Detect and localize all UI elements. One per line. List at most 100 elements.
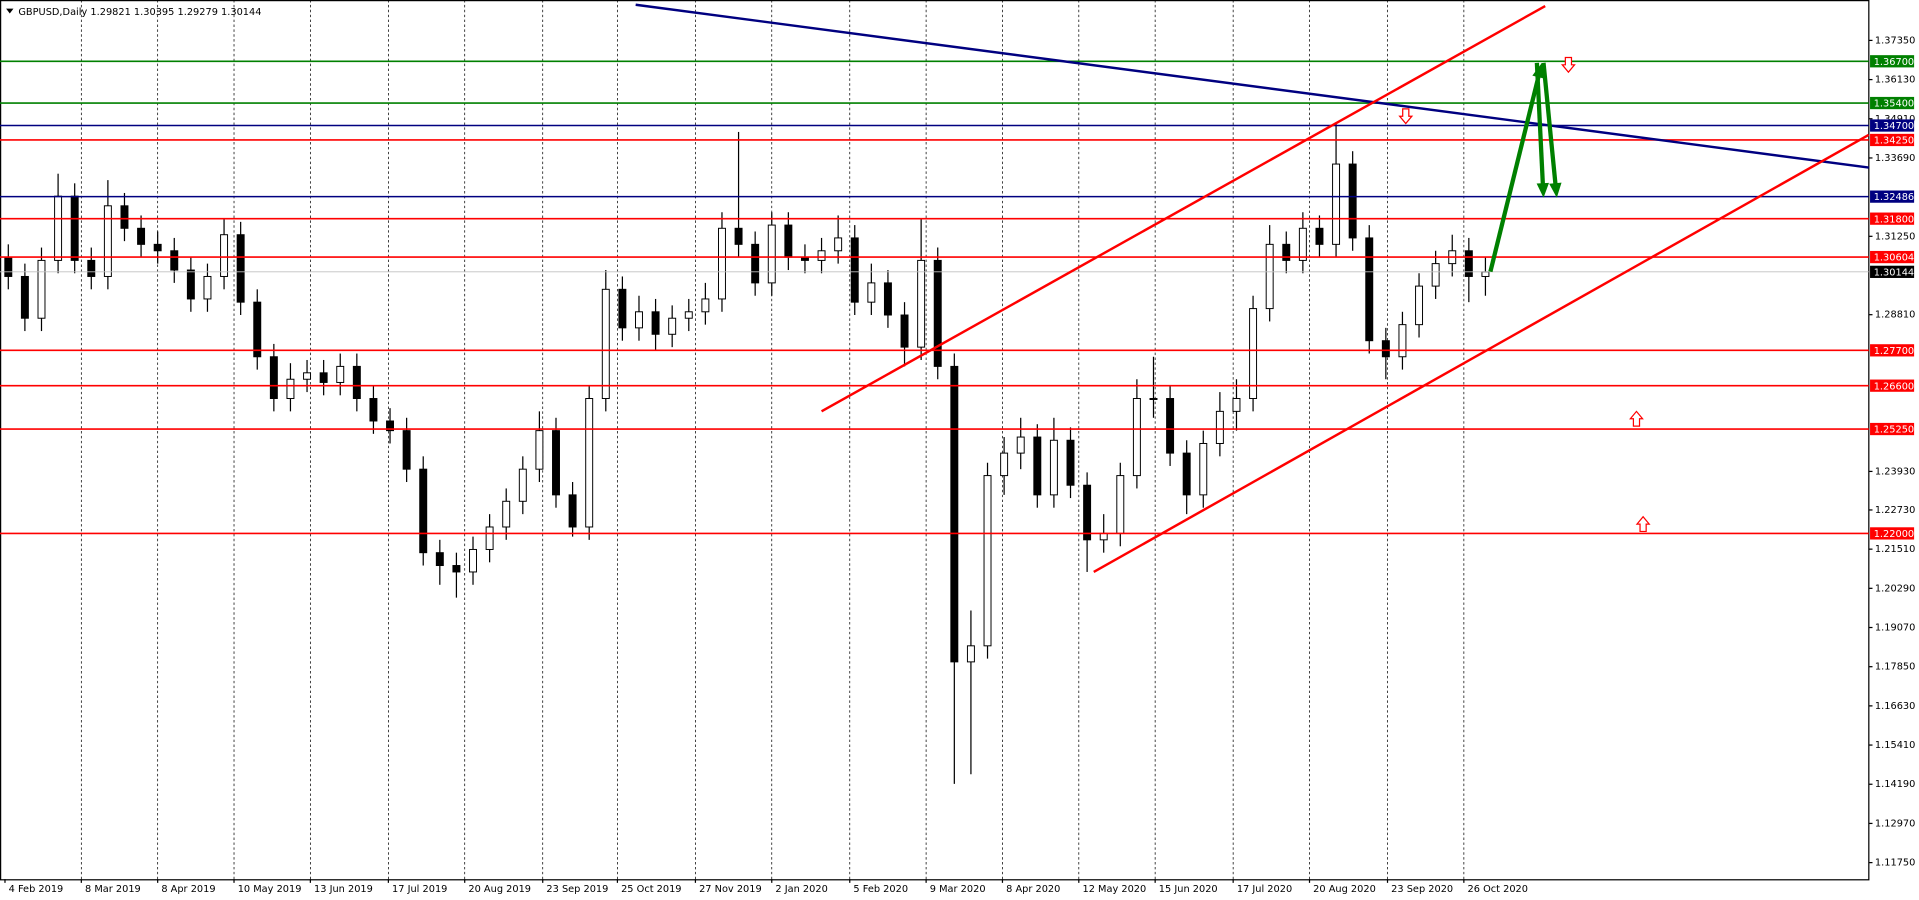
level-label-box <box>1870 96 1915 110</box>
candle-body <box>186 269 195 300</box>
level-label: 1.36700 <box>1874 57 1914 68</box>
candle-body <box>1000 452 1009 477</box>
candle-body <box>269 356 278 400</box>
candle-body <box>303 372 312 380</box>
arrow-shaft <box>1534 62 1546 191</box>
y-tick-label: 1.16630 <box>1875 701 1915 712</box>
x-tick-label: 26 Oct 2020 <box>1468 884 1528 895</box>
candle-body <box>701 298 710 313</box>
candle-body <box>1199 442 1208 496</box>
candle-body <box>1398 324 1407 358</box>
y-tick-label: 1.34910 <box>1875 114 1915 125</box>
level-label: 1.32486 <box>1874 192 1914 203</box>
y-tick-label: 1.11750 <box>1875 858 1915 869</box>
y-tick-label: 1.17850 <box>1875 662 1915 673</box>
candle-body <box>103 205 112 277</box>
y-tick-label: 1.22730 <box>1875 505 1915 516</box>
level-label: 1.25250 <box>1874 425 1914 436</box>
candle-body <box>286 378 295 400</box>
signal-arrow <box>1629 410 1644 427</box>
level-label-box <box>1870 422 1915 436</box>
x-tick-label: 13 Jun 2019 <box>314 884 373 895</box>
x-tick-label: 10 May 2019 <box>238 884 302 895</box>
candle-body <box>1149 398 1158 400</box>
level-label-box <box>1870 133 1915 147</box>
candle-body <box>850 237 859 303</box>
plot-frame <box>0 0 1870 881</box>
x-tick-label: 17 Jul 2020 <box>1237 884 1292 895</box>
level-label-box <box>1870 250 1915 264</box>
candle-body <box>4 256 13 277</box>
x-tick-label: 20 Aug 2019 <box>468 884 531 895</box>
candle-body <box>717 227 726 300</box>
candle-body <box>87 259 96 277</box>
candle-body <box>20 275 29 319</box>
candle-body <box>950 365 959 663</box>
arrow-head <box>1536 182 1549 198</box>
level-label-box <box>1870 212 1915 225</box>
candle-body <box>552 430 560 496</box>
candle-body <box>601 288 610 400</box>
x-tick-label: 25 Oct 2019 <box>621 884 681 895</box>
candle-body <box>1166 398 1175 454</box>
y-tick-label: 1.37350 <box>1875 35 1915 46</box>
trendline <box>635 3 1869 169</box>
level-label: 1.26600 <box>1874 381 1914 392</box>
level-label: 1.30604 <box>1874 253 1914 264</box>
level-label-box <box>1870 265 1915 278</box>
candle-body <box>170 250 179 271</box>
level-label: 1.22000 <box>1874 529 1914 540</box>
candle-body <box>983 475 992 647</box>
x-tick-label: 12 May 2020 <box>1082 884 1146 895</box>
candle-body <box>319 372 328 383</box>
candle-body <box>1049 439 1058 496</box>
candle-body <box>70 195 79 261</box>
level-label-box <box>1870 344 1915 357</box>
level-label: 1.31800 <box>1874 214 1914 225</box>
candle-body <box>1415 285 1424 326</box>
candle-body <box>1348 163 1357 239</box>
candle-body <box>1265 243 1274 310</box>
candle-body <box>1215 410 1224 444</box>
candle-body <box>1365 237 1374 342</box>
candle-body <box>153 243 162 252</box>
candle-body <box>1016 436 1025 454</box>
candle-body <box>419 468 428 554</box>
candle-body <box>1315 227 1324 245</box>
candle-body <box>900 314 909 348</box>
candle-body <box>651 311 660 335</box>
candle-body <box>1099 532 1108 541</box>
signal-arrow <box>1560 56 1576 74</box>
arrow-shaft <box>1488 69 1543 273</box>
candle-body <box>1083 484 1092 541</box>
y-tick-label: 1.21510 <box>1875 544 1915 555</box>
level-label: 1.34700 <box>1874 121 1914 132</box>
y-tick-label: 1.33690 <box>1875 153 1915 164</box>
candle-body <box>1066 439 1075 486</box>
arrow-shaft <box>1541 62 1559 191</box>
candle-body <box>883 282 892 316</box>
candle-body <box>767 224 776 284</box>
level-label-box <box>1870 527 1915 540</box>
level-label-box <box>1870 119 1915 132</box>
candle-body <box>1464 250 1473 277</box>
candle-body <box>120 205 129 229</box>
candle-body <box>502 500 511 528</box>
candle-body <box>834 237 843 252</box>
signal-arrow <box>1635 515 1651 533</box>
level-label: 1.27700 <box>1874 346 1914 357</box>
candle-body <box>452 565 461 573</box>
level-label: 1.34250 <box>1874 136 1914 147</box>
y-tick-label: 1.28810 <box>1875 310 1915 321</box>
menu-triangle[interactable] <box>6 8 14 14</box>
candle-body <box>966 645 975 663</box>
level-label: 1.35400 <box>1874 99 1914 110</box>
candle-body <box>1249 308 1258 400</box>
x-tick-label: 8 Apr 2019 <box>161 884 215 895</box>
x-tick-label: 23 Sep 2020 <box>1391 884 1453 895</box>
y-tick-label: 1.20290 <box>1875 583 1915 594</box>
candle-body <box>817 250 826 261</box>
candle-body <box>568 494 577 528</box>
candle-body <box>220 234 229 277</box>
